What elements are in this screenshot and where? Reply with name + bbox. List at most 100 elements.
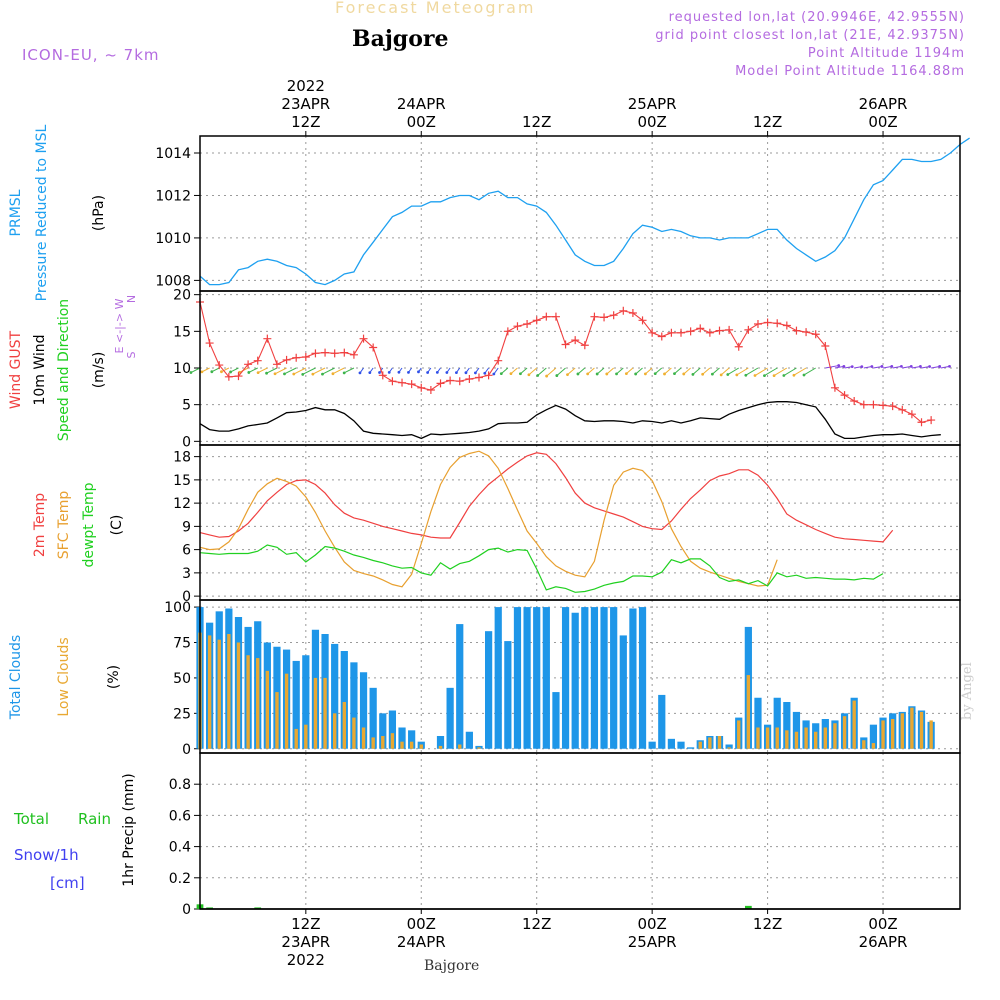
direction-legend-s: S — [125, 351, 138, 358]
low-cloud-bar — [919, 711, 924, 749]
gust-marker — [927, 416, 936, 425]
low-cloud-bar — [265, 670, 270, 749]
wind-arrow — [754, 367, 768, 376]
wind-arrow — [510, 367, 518, 375]
gust-marker — [561, 340, 570, 349]
gust-marker — [542, 312, 551, 321]
gust-marker — [321, 348, 330, 357]
location-name: Bajgore — [352, 26, 449, 52]
wind-arrow — [500, 367, 509, 375]
total-cloud-bar — [561, 607, 570, 749]
wind-arrow-head — [426, 371, 430, 374]
time-label-top: 12Z — [522, 113, 551, 131]
gust-marker — [898, 405, 907, 414]
low-clouds-label: Low Clouds — [56, 637, 72, 716]
wind-arrow — [911, 365, 921, 369]
time-label-top: 2022 — [287, 77, 325, 95]
low-cloud-bar — [256, 658, 260, 749]
gust-marker — [244, 360, 253, 369]
wind-arrow — [302, 367, 316, 375]
point-altitude: Point Altitude 1194m — [807, 46, 965, 61]
wind-arrow — [332, 367, 345, 375]
total-cloud-bar — [773, 697, 781, 749]
gust-marker — [513, 322, 522, 331]
wind-arrow — [702, 367, 711, 375]
low-cloud-bar — [333, 713, 337, 749]
total-cloud-bar — [552, 692, 560, 749]
total-cloud-bar — [638, 607, 647, 749]
gust-marker — [811, 330, 820, 339]
total-cloud-bar — [600, 607, 608, 749]
wind-arrow — [284, 367, 297, 375]
gust-marker — [580, 341, 589, 350]
low-cloud-bar — [313, 677, 318, 749]
wind-arrow-head — [256, 371, 260, 375]
total-cloud-bar — [687, 747, 695, 749]
wind-arrow-head — [710, 372, 714, 376]
time-label-bottom: 24APR — [397, 933, 446, 951]
precip-legend-rain: Rain — [78, 810, 111, 828]
wind-arrow — [834, 365, 844, 369]
wind-arrow-head — [342, 371, 346, 375]
low-cloud-bar — [862, 740, 866, 749]
y-tick-label: 75 — [173, 636, 191, 652]
wind-arrow — [528, 367, 538, 376]
wind-arrow — [322, 367, 335, 375]
time-label-bottom: 12Z — [291, 915, 320, 933]
low-cloud-bar — [756, 727, 760, 749]
low-cloud-bar — [746, 675, 751, 749]
low-cloud-bar — [890, 719, 895, 749]
wind-arrow — [266, 367, 278, 374]
low-cloud-bar — [400, 741, 404, 749]
gust-marker — [417, 383, 426, 392]
wind-arrow-head — [586, 372, 590, 376]
wind-arrow — [293, 367, 307, 375]
grid-point-coordinates: grid point closest lon,lat (21E, 42.9375… — [655, 28, 965, 43]
gust-marker — [359, 334, 368, 343]
time-label-bottom: 00Z — [868, 915, 897, 933]
wind-arrow-head — [948, 365, 951, 368]
low-cloud-bar — [217, 639, 221, 749]
time-label-top: 25APR — [628, 95, 677, 113]
gust-marker — [696, 324, 705, 333]
total-cloud-bar — [302, 655, 310, 749]
wind-arrow-head — [772, 374, 776, 377]
gust-marker — [830, 383, 839, 392]
low-cloud-bar — [900, 713, 904, 749]
gust-marker — [677, 328, 686, 337]
wind-arrow — [343, 367, 355, 374]
wind-speed-direction-label: Speed and Direction — [56, 299, 72, 441]
y-tick-label: 15 — [173, 324, 191, 340]
wind-arrow-head — [509, 372, 513, 376]
wind-arrow-head — [643, 372, 647, 376]
total-cloud-bar — [446, 687, 454, 749]
gust-marker — [879, 401, 888, 410]
wind-arrow — [940, 365, 950, 369]
wind-arrow — [764, 367, 778, 377]
gust-marker — [349, 350, 358, 359]
wind-arrow — [616, 367, 624, 375]
direction-legend-n: N — [125, 295, 138, 303]
wind-arrow-head — [595, 372, 599, 376]
wind-arrow-head — [726, 373, 730, 376]
gust-marker — [715, 326, 724, 335]
gust-marker — [426, 386, 435, 394]
wind-arrow-head — [331, 372, 335, 376]
wind-arrow-head — [663, 372, 666, 376]
gust-marker — [311, 349, 320, 358]
total-cloud-bar — [590, 607, 599, 749]
low-cloud-bar — [390, 733, 395, 749]
wind-arrow — [230, 367, 239, 373]
temp-sfc-label: SFC Temp — [56, 491, 72, 560]
low-cloud-bar — [207, 635, 212, 749]
y-tick-label: 100 — [164, 600, 191, 616]
wind-arrow-head — [435, 370, 439, 374]
temp-2m-line — [199, 452, 894, 543]
model-label: ICON-EU, ~ 7km — [22, 46, 160, 64]
total-cloud-bar — [504, 641, 512, 749]
total-cloud-bar — [581, 607, 589, 749]
wind-arrow-head — [417, 370, 420, 374]
wind-arrow-head — [615, 372, 618, 376]
low-cloud-bar — [727, 747, 731, 749]
snow-legend-label: Snow/1h — [14, 846, 79, 864]
